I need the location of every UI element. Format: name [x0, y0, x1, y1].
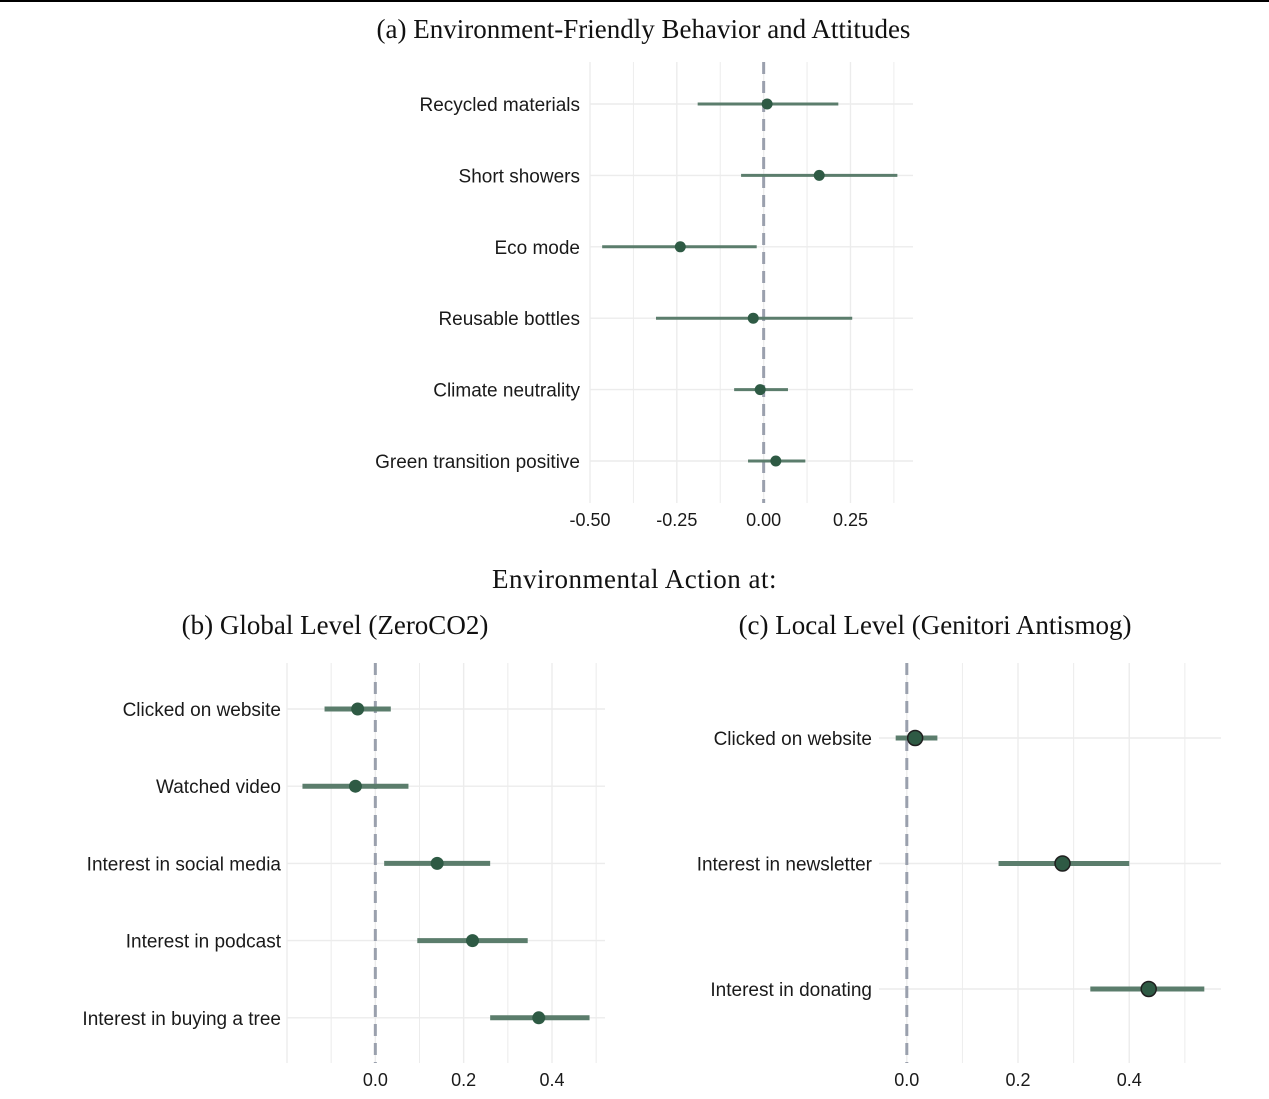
panel-c-title: (c) Local Level (Genitori Antismog) — [738, 610, 1132, 640]
a-estimate-point — [754, 384, 766, 396]
a-estimate-point — [747, 312, 759, 324]
a-x-tick-label: 0.25 — [833, 510, 868, 530]
a-category-label: Green transition positive — [375, 452, 580, 473]
a-estimate-point — [813, 169, 825, 181]
b-estimate-point — [351, 702, 365, 716]
b-x-tick-label: 0.0 — [363, 1070, 388, 1090]
a-category-label: Eco mode — [494, 238, 580, 259]
a-x-tick-label: 0.00 — [746, 510, 781, 530]
b-category-label: Watched video — [156, 777, 281, 798]
c-x-tick-label: 0.2 — [1006, 1070, 1031, 1090]
c-x-tick-label: 0.4 — [1117, 1070, 1142, 1090]
a-estimate-point — [761, 98, 773, 110]
b-category-label: Interest in buying a tree — [82, 1009, 281, 1030]
a-category-label: Climate neutrality — [433, 381, 580, 402]
b-estimate-point — [430, 856, 444, 870]
b-x-tick-label: 0.4 — [539, 1070, 564, 1090]
b-category-label: Clicked on website — [123, 700, 281, 721]
panel-b-title: (b) Global Level (ZeroCO2) — [181, 610, 489, 640]
section-title: Environmental Action at: — [492, 564, 777, 594]
c-estimate-point — [1054, 855, 1071, 872]
b-estimate-point — [532, 1011, 546, 1025]
a-estimate-point — [674, 241, 686, 253]
top-rule — [0, 0, 1269, 2]
panel-a-title: (a) Environment-Friendly Behavior and At… — [376, 14, 911, 44]
a-x-tick-label: -0.50 — [569, 510, 610, 530]
b-x-tick-label: 0.2 — [451, 1070, 476, 1090]
a-x-tick-label: -0.25 — [656, 510, 697, 530]
c-estimate-point — [1140, 980, 1157, 998]
a-category-label: Recycled materials — [420, 95, 581, 116]
c-category-label: Clicked on website — [714, 729, 872, 750]
b-estimate-point — [466, 934, 479, 948]
b-estimate-point — [348, 779, 362, 793]
c-category-label: Interest in newsletter — [697, 855, 873, 876]
b-category-label: Interest in podcast — [126, 932, 282, 953]
c-estimate-point — [906, 729, 924, 747]
a-category-label: Reusable bottles — [438, 309, 580, 330]
b-category-label: Interest in social media — [87, 854, 282, 875]
c-category-label: Interest in donating — [710, 980, 872, 1001]
a-estimate-point — [770, 455, 782, 467]
a-category-label: Short showers — [459, 166, 580, 187]
c-x-tick-label: 0.0 — [894, 1070, 919, 1090]
